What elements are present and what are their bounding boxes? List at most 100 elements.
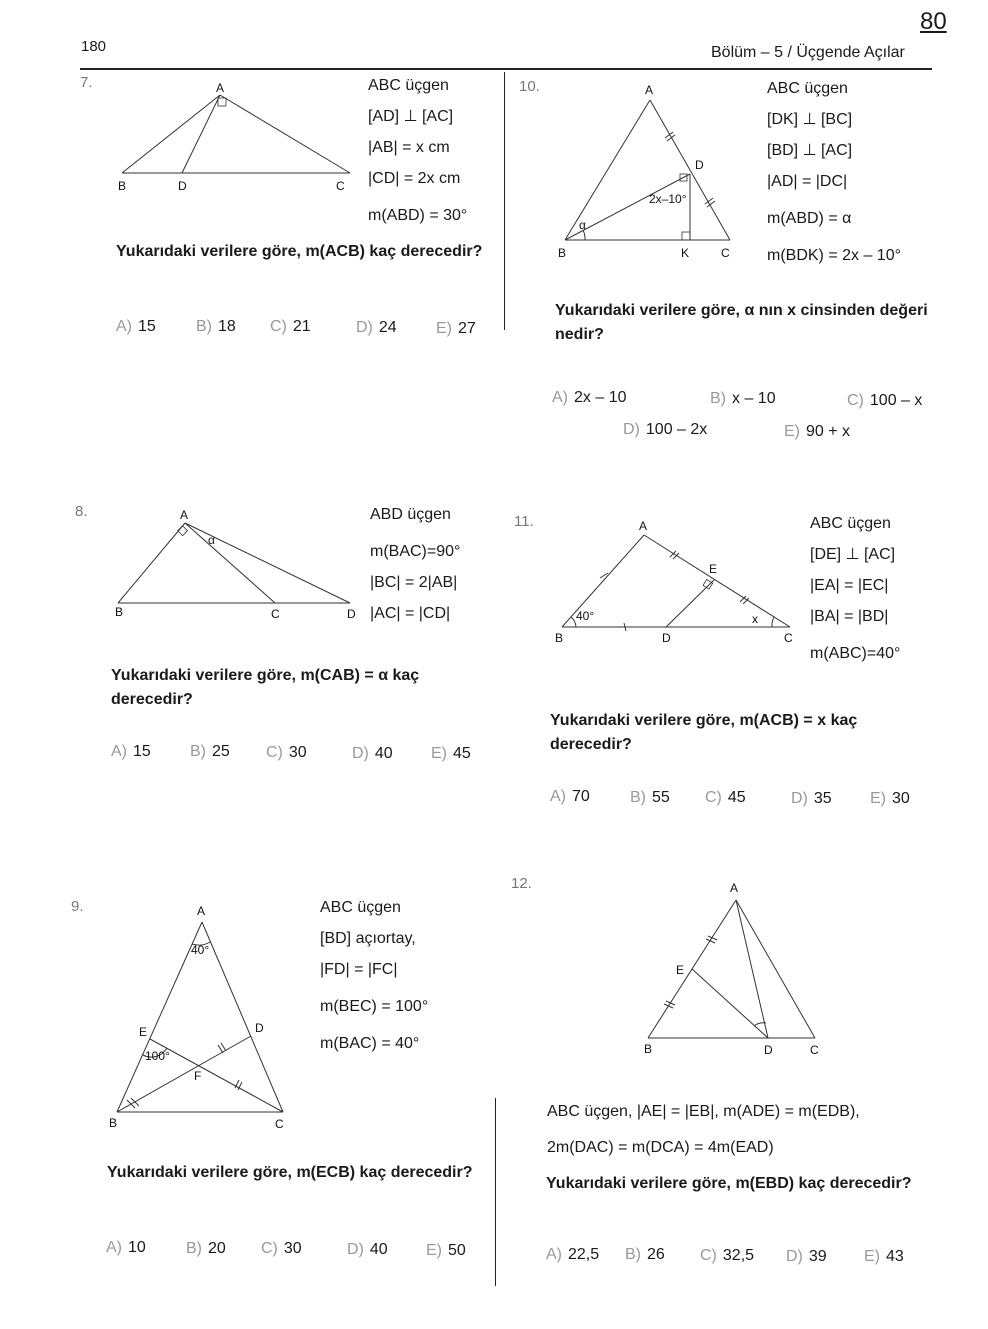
option-d[interactable]: D) 35 xyxy=(791,790,832,807)
tick-ae xyxy=(672,552,680,560)
segment-ed xyxy=(691,968,769,1039)
column-divider-bottom xyxy=(495,1098,496,1286)
option-a[interactable]: A) 70 xyxy=(550,788,590,805)
given: m(BDK) = 2x – 10° xyxy=(767,247,901,264)
given: m(BAC) = 40° xyxy=(320,1035,420,1052)
label-c: C xyxy=(275,1117,284,1131)
label-d: D xyxy=(764,1043,773,1057)
angle-arc-b xyxy=(570,616,577,628)
label-d: D xyxy=(255,1021,264,1035)
label-b: B xyxy=(109,1116,117,1130)
question-text: Yukarıdaki verilere göre, α nın x cinsin… xyxy=(555,302,928,343)
segment-ad xyxy=(735,899,769,1039)
segment-de xyxy=(665,579,715,628)
option-e[interactable]: E) 43 xyxy=(864,1248,904,1265)
label-a: A xyxy=(180,508,188,522)
label-alpha: α xyxy=(208,533,215,547)
option-e[interactable]: E) 30 xyxy=(870,790,910,807)
side-ac xyxy=(643,534,791,628)
option-c[interactable]: C) 30 xyxy=(261,1240,302,1257)
option-e[interactable]: E) 45 xyxy=(431,745,471,762)
label-angle-bdk: 2x–10° xyxy=(649,192,687,206)
option-a[interactable]: A) 15 xyxy=(111,743,151,760)
option-c[interactable]: C) 45 xyxy=(705,789,746,806)
side-ab xyxy=(121,94,221,174)
side-ab xyxy=(117,522,186,604)
tick-fc xyxy=(237,1081,243,1091)
option-d[interactable]: D) 40 xyxy=(352,745,393,762)
label-angle-b: 40° xyxy=(576,609,594,623)
label-e: E xyxy=(139,1025,147,1039)
question-text: Yukarıdaki verilere göre, m(EBD) kaç der… xyxy=(546,1175,912,1192)
tick-eb xyxy=(665,1000,676,1006)
angle-arc-a xyxy=(191,941,211,946)
given: |AD| = |DC| xyxy=(767,173,848,190)
option-d[interactable]: D) 39 xyxy=(786,1248,827,1265)
tick-ad xyxy=(666,134,676,142)
label-b: B xyxy=(555,631,563,645)
question-text: Yukarıdaki verilere göre, m(ECB) kaç der… xyxy=(107,1164,473,1181)
figure-q8: A B C D α xyxy=(115,508,356,621)
option-b[interactable]: B) 55 xyxy=(630,789,670,806)
label-k: K xyxy=(681,246,689,260)
given: m(BAC)=90° xyxy=(370,543,461,560)
option-a[interactable]: A) 10 xyxy=(106,1239,146,1256)
option-c[interactable]: C) 30 xyxy=(266,744,307,761)
givens-q9: ABC üçgen [BD] açıortay, |FD| = |FC| m(B… xyxy=(320,892,428,1059)
angle-arc-d xyxy=(753,1022,767,1027)
right-angle-mark xyxy=(177,525,189,537)
column-divider-top xyxy=(504,72,505,330)
label-a: A xyxy=(197,904,205,918)
given: 2m(DAC) = m(DCA) = 4m(EAD) xyxy=(547,1139,774,1156)
label-d: D xyxy=(662,631,671,645)
given: [AD] ⊥ [AC] xyxy=(368,108,454,125)
given: |CD| = 2x cm xyxy=(368,170,461,187)
option-b[interactable]: B) 18 xyxy=(196,318,236,335)
given: |BA| = |BD| xyxy=(810,608,889,625)
tick-fc xyxy=(234,1079,240,1089)
question-number: 11. xyxy=(514,513,534,530)
option-d[interactable]: D) 40 xyxy=(347,1241,388,1258)
option-e[interactable]: E) 27 xyxy=(436,320,476,337)
right-angle-mark-k xyxy=(681,231,691,241)
figure-q7: A B D C xyxy=(118,81,351,193)
option-b[interactable]: B) x – 10 xyxy=(710,390,776,407)
given: [DE] ⊥ [AC] xyxy=(810,546,896,563)
option-a[interactable]: A) 22,5 xyxy=(546,1246,600,1263)
segment-ac xyxy=(184,522,276,604)
label-a: A xyxy=(216,81,224,95)
option-c[interactable]: C) 21 xyxy=(270,318,311,335)
option-e[interactable]: E) 50 xyxy=(426,1242,466,1259)
question-text: Yukarıdaki verilere göre, m(ACB) kaç der… xyxy=(116,243,483,260)
label-c: C xyxy=(721,246,730,260)
tick-dc xyxy=(704,197,714,205)
bisector-tick xyxy=(130,1097,140,1107)
tick-ec xyxy=(742,597,750,605)
option-a[interactable]: A) 15 xyxy=(116,318,156,335)
given: |BC| = 2|AB| xyxy=(370,574,458,591)
given: [DK] ⊥ [BC] xyxy=(767,111,853,128)
figure-q9: A B C D E F 40° 100° xyxy=(109,904,284,1131)
side-ad xyxy=(184,522,351,604)
label-a: A xyxy=(730,881,738,895)
question-number: 12. xyxy=(511,875,532,892)
option-d[interactable]: D) 100 – 2x xyxy=(623,421,708,438)
alpha-arc xyxy=(582,229,586,241)
option-c[interactable]: C) 32,5 xyxy=(700,1247,755,1264)
label-a: A xyxy=(639,519,647,533)
option-e[interactable]: E) 90 + x xyxy=(784,423,851,440)
option-a[interactable]: A) 2x – 10 xyxy=(552,389,627,406)
figure-q11: A B D C E 40° x xyxy=(555,519,793,645)
option-b[interactable]: B) 25 xyxy=(190,743,230,760)
question-text: Yukarıdaki verilere göre, m(CAB) = α kaç… xyxy=(111,667,420,708)
option-b[interactable]: B) 26 xyxy=(625,1246,665,1263)
chapter-title: Bölüm – 5 / Üçgende Açılar xyxy=(711,44,905,61)
option-d[interactable]: D) 24 xyxy=(356,319,397,336)
given: ABD üçgen xyxy=(370,506,451,523)
segment-ad xyxy=(181,94,221,174)
side-ab xyxy=(561,534,645,628)
option-b[interactable]: B) 20 xyxy=(186,1240,226,1257)
label-d: D xyxy=(347,607,356,621)
option-c[interactable]: C) 100 – x xyxy=(847,392,923,409)
side-ac xyxy=(649,99,731,241)
